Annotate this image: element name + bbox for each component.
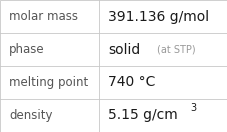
Text: density: density <box>9 109 52 122</box>
Text: phase: phase <box>9 43 44 56</box>
Text: 5.15 g/cm: 5.15 g/cm <box>108 109 177 122</box>
Text: 391.136 g/mol: 391.136 g/mol <box>108 10 209 23</box>
Text: molar mass: molar mass <box>9 10 78 23</box>
Text: solid: solid <box>108 43 140 56</box>
Text: (at STP): (at STP) <box>157 44 195 55</box>
Text: 740 °C: 740 °C <box>108 76 155 89</box>
Text: 3: 3 <box>190 103 196 113</box>
Text: melting point: melting point <box>9 76 88 89</box>
